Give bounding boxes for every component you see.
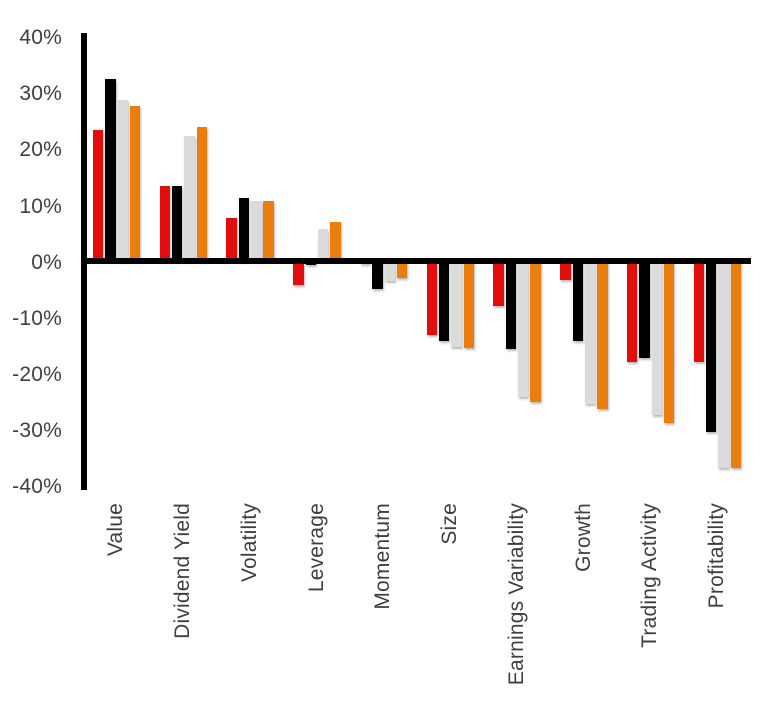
x-axis-label-trading-activity: Trading Activity	[638, 503, 662, 648]
y-axis-tick-label: 0%	[31, 250, 62, 274]
x-axis-zero-line	[81, 258, 751, 264]
x-axis-label-dividend-yield: Dividend Yield	[171, 503, 195, 639]
bar-series-3-gray-value	[117, 100, 129, 261]
bar-series-4-orange-growth	[597, 261, 608, 410]
y-axis-tick-label: -30%	[12, 419, 62, 443]
bar-series-1-red-earnings-variability	[493, 261, 504, 306]
bar-series-3-gray-leverage	[317, 228, 329, 261]
bar-series-4-orange-size	[463, 261, 475, 349]
y-axis-tick-label: 20%	[19, 138, 62, 162]
bar-series-2-black-size	[439, 261, 450, 341]
x-axis-label-momentum: Momentum	[371, 503, 395, 610]
bar-series-2-black-momentum	[372, 261, 383, 289]
bar-series-1-red-size	[426, 261, 438, 336]
y-axis-tick-label: -40%	[12, 475, 62, 499]
bar-series-4-orange-dividend-yield	[196, 126, 208, 261]
bar-series-3-gray-size	[451, 261, 462, 347]
x-axis-label-volatility: Volatility	[237, 503, 261, 583]
bar-series-3-gray-growth	[584, 261, 596, 404]
bar-series-1-red-profitability	[693, 261, 705, 362]
bar-series-3-gray-trading-activity	[651, 261, 662, 416]
bar-series-4-orange-momentum	[396, 261, 408, 279]
x-axis-label-profitability: Profitability	[705, 503, 728, 609]
y-axis-tick-label: 10%	[19, 194, 62, 218]
bar-series-2-black-volatility	[238, 198, 250, 261]
bar-series-1-red-growth	[560, 261, 571, 280]
bar-series-2-black-value	[105, 79, 116, 261]
bar-series-4-orange-profitability	[730, 261, 742, 469]
bar-series-3-gray-momentum	[384, 261, 395, 281]
x-axis-label-leverage: Leverage	[304, 503, 328, 593]
y-axis-tick-label: 40%	[19, 26, 62, 50]
bar-series-1-red-trading-activity	[626, 261, 638, 362]
bar-series-4-orange-value	[129, 106, 141, 261]
bar-series-1-red-volatility	[226, 217, 237, 261]
x-axis-label-earnings-variability: Earnings Variability	[504, 503, 528, 686]
y-axis-tick-label: -20%	[12, 363, 62, 386]
y-axis-tick-label: 30%	[19, 82, 62, 106]
bar-series-1-red-leverage	[293, 261, 304, 285]
y-axis-tick-label: -10%	[12, 306, 62, 330]
x-axis-label-value: Value	[104, 503, 128, 557]
bar-series-3-gray-volatility	[251, 200, 262, 261]
bar-series-2-black-profitability	[705, 261, 717, 432]
bar-series-3-gray-profitability	[718, 261, 729, 469]
bar-series-1-red-dividend-yield	[159, 185, 171, 261]
bar-series-1-red-value	[93, 130, 104, 261]
x-axis-label-growth: Growth	[571, 503, 595, 572]
bar-series-2-black-trading-activity	[639, 261, 650, 359]
bar-series-2-black-growth	[572, 261, 583, 341]
x-axis-label-size: Size	[438, 503, 462, 545]
bar-series-2-black-dividend-yield	[172, 185, 183, 261]
bar-series-3-gray-dividend-yield	[184, 135, 195, 261]
bar-series-4-orange-volatility	[263, 201, 274, 261]
bar-series-4-orange-earnings-variability	[530, 261, 541, 402]
bar-series-3-gray-earnings-variability	[518, 261, 529, 397]
bar-series-4-orange-trading-activity	[663, 261, 675, 424]
bar-series-4-orange-leverage	[330, 222, 341, 261]
bar-series-2-black-earnings-variability	[505, 261, 517, 350]
